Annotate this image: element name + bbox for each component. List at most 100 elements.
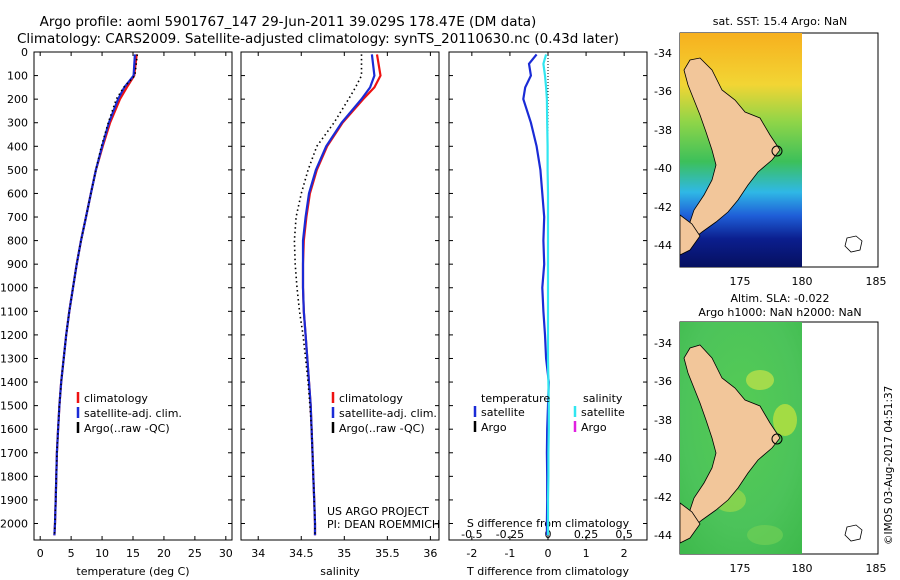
depth-tick-label: 1700 <box>0 447 28 460</box>
sst-map-title: sat. SST: 15.4 Argo: NaN <box>713 15 847 28</box>
map1-xtick: 180 <box>792 275 813 288</box>
x-axis-label: salinity <box>320 565 360 578</box>
depth-tick-label: 1500 <box>0 400 28 413</box>
depth-tick-label: 600 <box>7 187 28 200</box>
panel-difference: -2 -1 0 1 2 T difference from climatology -0.5… <box>448 51 648 578</box>
x-tick-label: 20 <box>157 547 171 560</box>
depth-tick-label: 700 <box>7 211 28 224</box>
s-tick-label: -0.25 <box>496 528 524 541</box>
argo-location-marker-map2 <box>771 433 783 445</box>
legend-label: climatology <box>84 392 148 405</box>
map1-ytick: -36 <box>654 85 672 98</box>
map2-ytick: -44 <box>654 529 672 542</box>
x-tick-label: 25 <box>188 547 202 560</box>
sla-map: Altim. SLA: -0.022 Argo h1000: NaN h2000… <box>654 292 886 575</box>
depth-tick-label: 1200 <box>0 329 28 342</box>
x-axis-label: temperature (deg C) <box>76 565 189 578</box>
map1-ytick: -38 <box>654 124 672 137</box>
depth-tick-label: 1300 <box>0 352 28 365</box>
sst-map-ticks: -34 -36 -38 -40 -42 -44 175 180 185 <box>654 47 886 288</box>
x-tick-label: 35.5 <box>375 547 400 560</box>
chatham-island-map2 <box>844 524 863 542</box>
map2-ytick: -34 <box>654 337 672 350</box>
depth-tick-label: 1900 <box>0 494 28 507</box>
s-tick-label: -0.5 <box>461 528 482 541</box>
imos-timestamp: ©IMOS 03-Aug-2017 04:51:37 <box>883 386 895 545</box>
nz-north-island-map2 <box>683 344 781 529</box>
x-tick-label: 0 <box>545 547 552 560</box>
sst-map: sat. SST: 15.4 Argo: NaN -34 -36 -38 -40… <box>654 15 886 288</box>
legend-label: Argo(..raw -QC) <box>339 422 425 435</box>
panel-temperature: 0 5 10 15 20 25 30 temperature (deg C) climatolo… <box>33 51 233 578</box>
depth-tick-label: 400 <box>7 140 28 153</box>
argo-location-marker-map1 <box>771 145 783 157</box>
legend-label: Argo <box>481 421 507 434</box>
legend-label: climatology <box>339 392 403 405</box>
x-tick-label: 36 <box>423 547 437 560</box>
chatham-island-map1 <box>844 235 863 253</box>
legend-title-temperature: temperature <box>481 392 550 405</box>
depth-tick-label: 300 <box>7 117 28 130</box>
x-tick-label: 0 <box>37 547 44 560</box>
s-tick-label: 0.25 <box>574 528 599 541</box>
x-tick-label: -2 <box>466 547 477 560</box>
nz-south-island-map2 <box>680 502 701 544</box>
map2-xtick: 175 <box>730 562 751 575</box>
sla-map-ticks: -34 -36 -38 -40 -42 -44 175 180 185 <box>654 337 886 575</box>
x-tick-label: 1 <box>583 547 590 560</box>
legend-label: Argo <box>581 421 607 434</box>
depth-tick-label: 1000 <box>0 282 28 295</box>
series-line-argo-raw-qc- <box>53 54 139 536</box>
map1-ytick: -34 <box>654 47 672 60</box>
legend-label: Argo(..raw -QC) <box>84 422 170 435</box>
legend-label: satellite-adj. clim. <box>339 407 437 420</box>
map1-xtick: 185 <box>866 275 887 288</box>
map2-ytick: -40 <box>654 452 672 465</box>
x-tick-label: 15 <box>126 547 140 560</box>
x-tick-label: 10 <box>95 547 109 560</box>
sla-map-title-line1: Altim. SLA: -0.022 <box>730 292 829 305</box>
nz-south-island-map1 <box>680 214 701 256</box>
depth-tick-label: 0 <box>21 46 28 59</box>
legend-label: satellite <box>581 406 625 419</box>
x-tick-label: 30 <box>219 547 233 560</box>
panel-frame-salinity <box>240 51 440 541</box>
map2-ytick: -38 <box>654 414 672 427</box>
x-tick-label: 34.5 <box>289 547 314 560</box>
depth-tick-label: 200 <box>7 93 28 106</box>
project-annotation: US ARGO PROJECT <box>327 505 429 518</box>
legend-title-salinity: salinity <box>583 392 623 405</box>
map1-ytick: -42 <box>654 201 672 214</box>
depth-tick-label: 900 <box>7 258 28 271</box>
map2-xtick: 180 <box>792 562 813 575</box>
profile-panels: 0100200300400500600700800900100011001200… <box>0 46 648 578</box>
x-tick-label: 2 <box>621 547 628 560</box>
depth-tick-label: 1100 <box>0 305 28 318</box>
sla-map-title-line2: Argo h1000: NaN h2000: NaN <box>698 306 861 319</box>
depth-tick-label: 1600 <box>0 423 28 436</box>
legend-label: satellite <box>481 406 525 419</box>
map2-xtick: 185 <box>866 562 887 575</box>
s-tick-label: 0.5 <box>615 528 633 541</box>
x-tick-label: -1 <box>504 547 515 560</box>
legend-label: satellite-adj. clim. <box>84 407 182 420</box>
series-line-s-satellite <box>542 54 550 536</box>
map2-ytick: -36 <box>654 375 672 388</box>
series-line-t-satellite <box>522 53 550 536</box>
depth-tick-label: 500 <box>7 164 28 177</box>
panel-frame-temperature <box>33 51 233 541</box>
depth-tick-label: 2000 <box>0 517 28 530</box>
depth-tick-label: 800 <box>7 235 28 248</box>
figure-title-line2: Climatology: CARS2009. Satellite-adjuste… <box>17 31 619 47</box>
map2-ytick: -42 <box>654 491 672 504</box>
map1-ytick: -44 <box>654 239 672 252</box>
x-axis-label: T difference from climatology <box>466 565 629 578</box>
x-tick-label: 34 <box>251 547 265 560</box>
x-tick-label: 5 <box>68 547 75 560</box>
depth-tick-label: 100 <box>7 70 28 83</box>
depth-tick-label: 1800 <box>0 470 28 483</box>
depth-tick-label: 1400 <box>0 376 28 389</box>
x-tick-label: 35 <box>337 547 351 560</box>
panel-salinity: 34 34.5 35 35.5 36 salinity climatology satelli… <box>240 51 440 578</box>
